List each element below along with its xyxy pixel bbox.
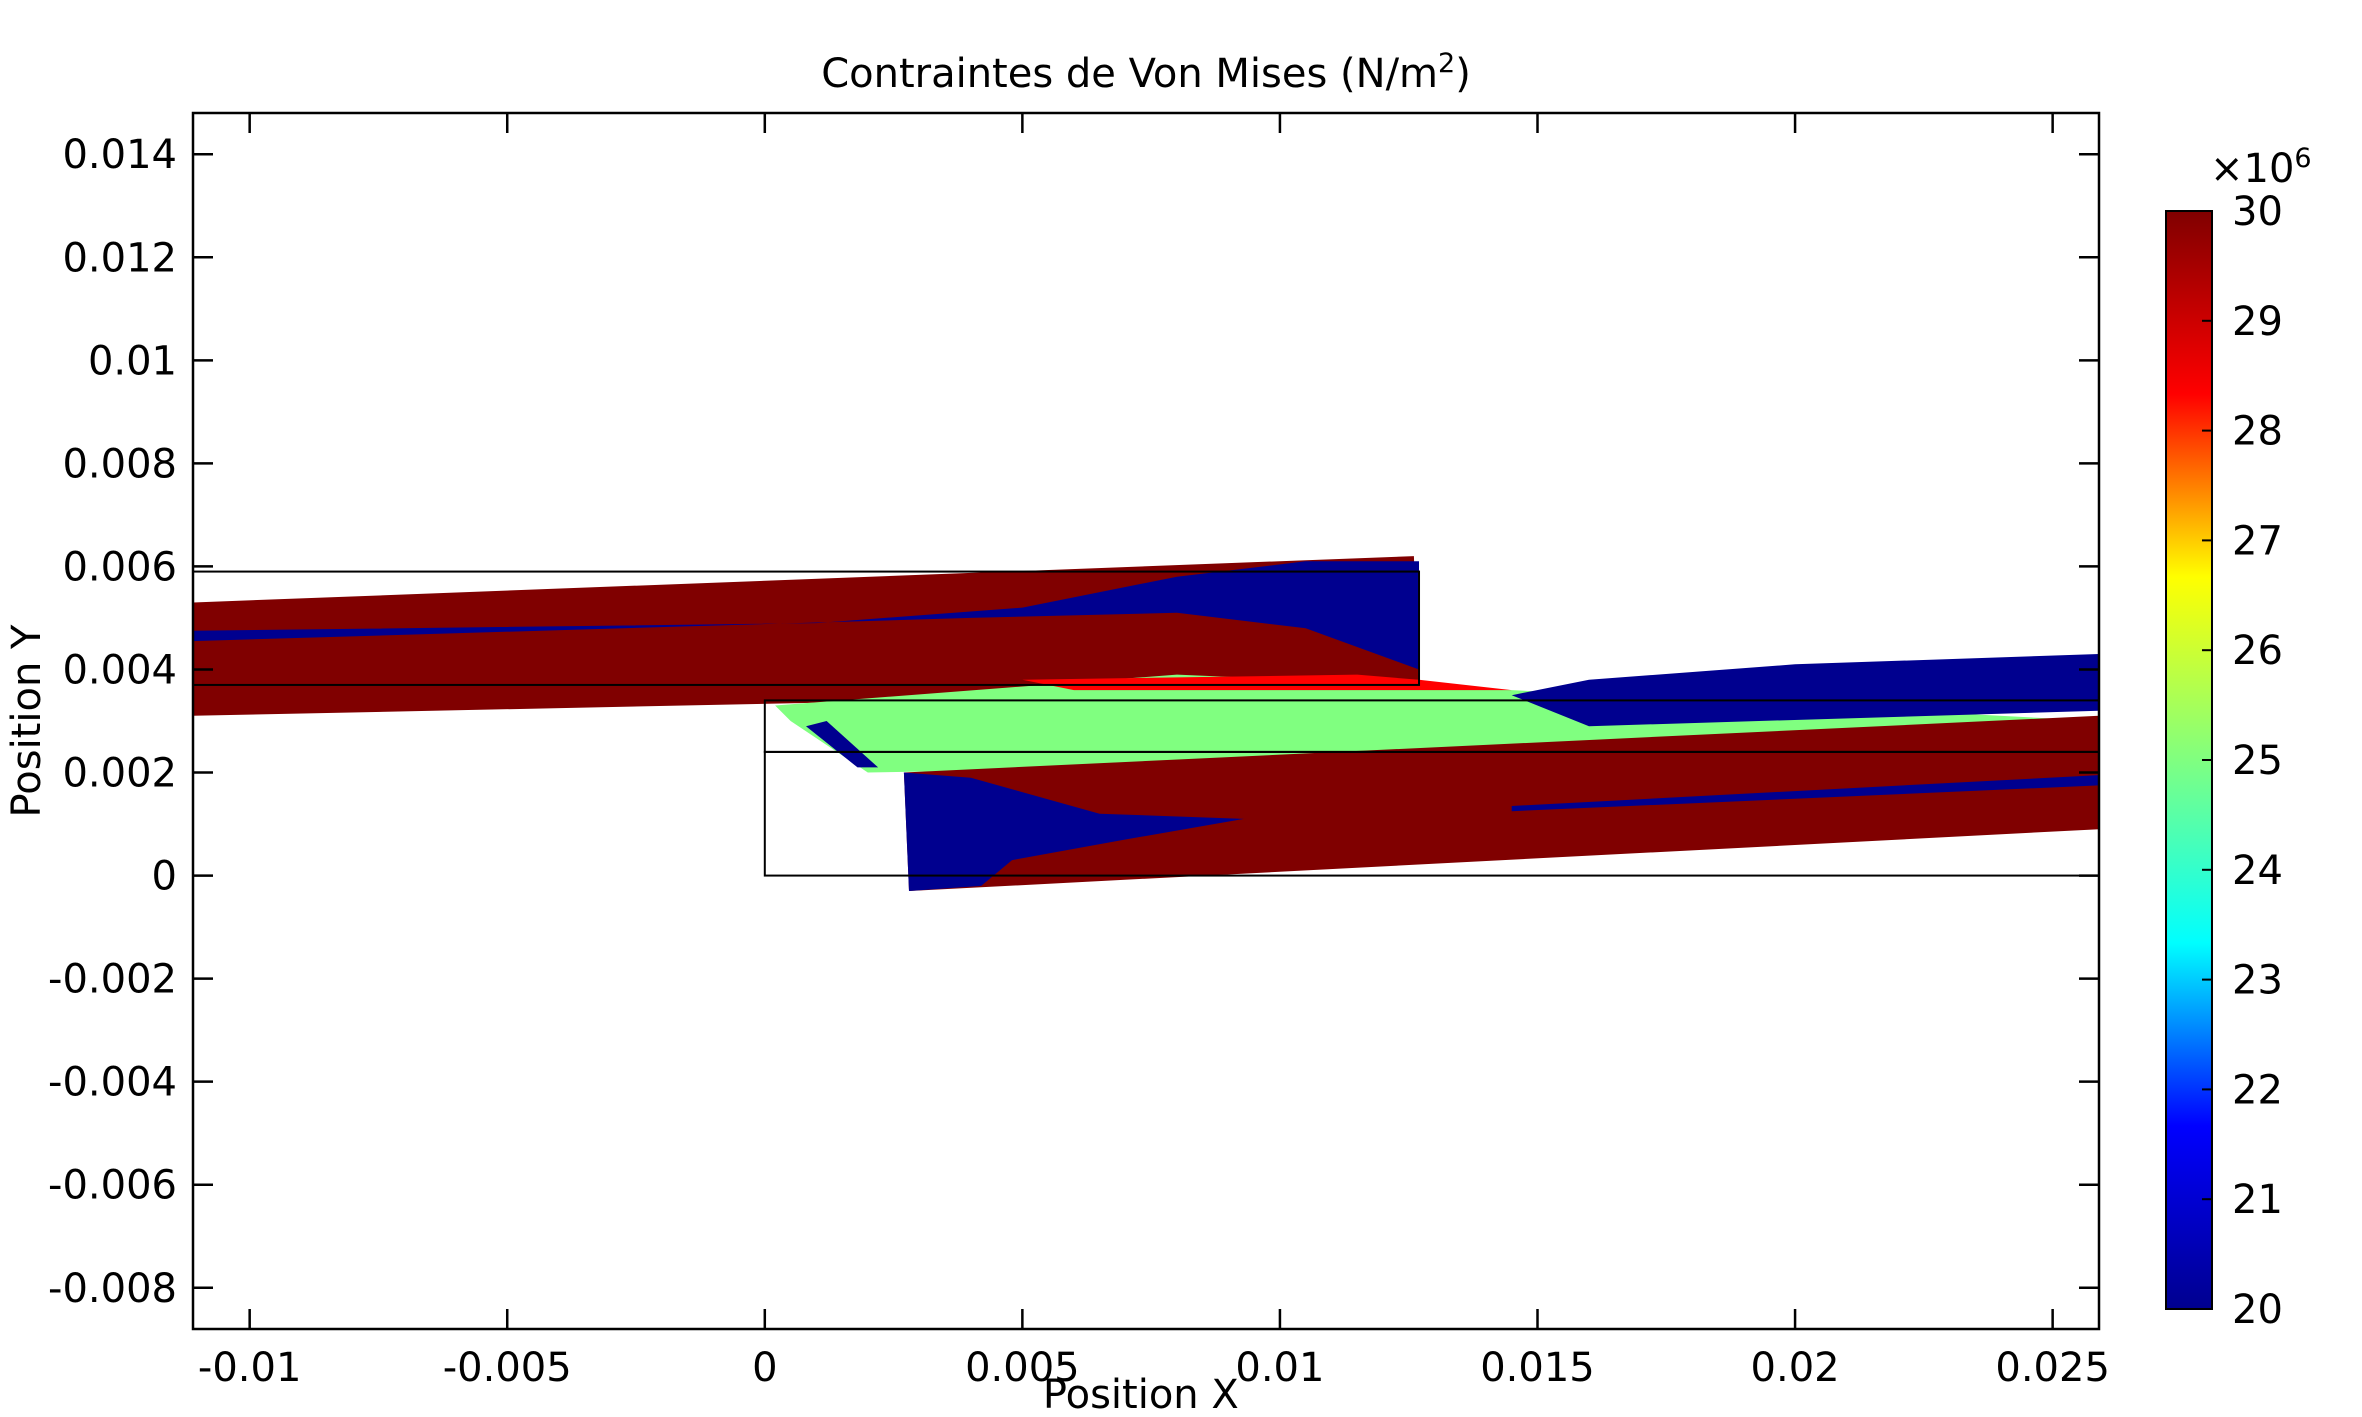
y-tick-label: 0 (152, 854, 177, 900)
plot-frame (191, 111, 2101, 1331)
y-tick-label: -0.006 (48, 1163, 177, 1209)
stress-field (193, 556, 2099, 891)
y-tick-label: -0.004 (48, 1060, 177, 1106)
colorbar-ticks: 30 29 28 27 26 25 24 23 22 21 20 (2202, 189, 2283, 1333)
x-tick-label: 0.015 (1480, 1345, 1595, 1391)
colorbar-tick-label: 24 (2232, 848, 2283, 894)
colorbar-tick-label: 20 (2232, 1287, 2283, 1333)
y-tick-label: 0.004 (62, 647, 177, 693)
x-axis-ticks: -0.01 -0.005 0 0.005 0.01 0.015 0.02 0.025 (198, 113, 2110, 1391)
region-corner-low-stress (806, 721, 879, 768)
y-tick-label: 0.006 (62, 544, 177, 590)
colorbar-tick-label: 21 (2232, 1177, 2283, 1223)
region-lower-plate (903, 715, 2099, 891)
x-tick-label: 0.02 (1751, 1345, 1840, 1391)
x-tick-label: 0.005 (965, 1345, 1080, 1391)
x-tick-label: 0.01 (1235, 1345, 1324, 1391)
colorbar-tick-label: 30 (2232, 189, 2283, 235)
region-overlap-high-stress-edge (1022, 674, 1512, 691)
y-tick-label: -0.008 (48, 1266, 177, 1312)
y-axis-ticks: 0.014 0.012 0.01 0.008 0.006 0.004 0.002 0 -0.00… (48, 132, 2099, 1312)
colorbar-tick-label: 28 (2232, 409, 2283, 455)
y-tick-label: 0.008 (62, 441, 177, 487)
chart-title: Contraintes de Von Mises (N/m2) (821, 48, 1471, 97)
x-tick-label: -0.005 (443, 1345, 572, 1391)
colorbar-tick-label: 27 (2232, 518, 2283, 564)
y-tick-label: 0.002 (62, 751, 177, 797)
y-tick-label: 0.01 (88, 338, 177, 384)
region-lower-plate-low-stress-band (1511, 775, 2099, 812)
x-tick-label: 0 (752, 1345, 777, 1391)
region-lower-plate-low-stress-wedge (903, 772, 1244, 891)
colorbar-tick-label: 29 (2232, 299, 2283, 345)
y-axis-label: Position Y (4, 624, 50, 817)
colorbar-tick-label: 23 (2232, 958, 2283, 1004)
x-tick-label: 0.025 (1995, 1345, 2110, 1391)
colorbar-tick-label: 26 (2232, 628, 2283, 674)
y-tick-label: 0.012 (62, 235, 177, 281)
x-axis-label: Position X (1043, 1372, 1239, 1417)
colorbar-tick-label: 22 (2232, 1067, 2283, 1113)
colorbar-tick-label: 25 (2232, 738, 2283, 784)
y-tick-label: -0.002 (48, 957, 177, 1003)
x-tick-label: -0.01 (198, 1345, 302, 1391)
colorbar-exponent: ×106 (2210, 143, 2312, 192)
y-tick-label: 0.014 (62, 132, 177, 178)
region-right-upper-plate (1511, 654, 2099, 727)
